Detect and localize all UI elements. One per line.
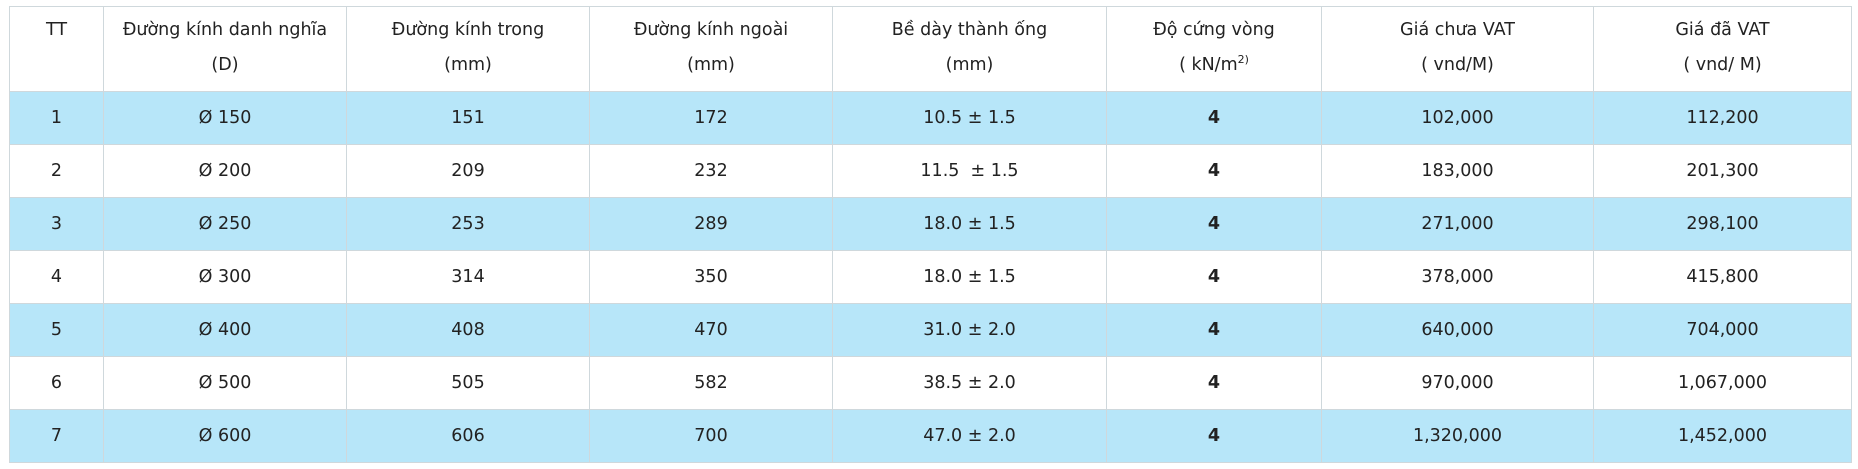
cell-tt: 4 xyxy=(9,250,104,304)
cell-ring-stiffness: 4 xyxy=(1106,409,1322,463)
cell-outer-diameter: 289 xyxy=(589,197,833,251)
header-ring-stiffness: Độ cứng vòng( kN/m2) xyxy=(1106,6,1322,92)
table-header-row: TT Đường kính danh nghĩa (D) Đường kính t… xyxy=(9,6,1852,92)
cell-nominal-diameter: Ø 200 xyxy=(103,144,347,198)
cell-wall-thickness: 38.5 ± 2.0 xyxy=(832,356,1107,410)
cell-price-incl-vat: 704,000 xyxy=(1593,303,1852,357)
cell-wall-thickness: 10.5 ± 1.5 xyxy=(832,91,1107,145)
cell-inner-diameter: 408 xyxy=(346,303,590,357)
cell-ring-stiffness: 4 xyxy=(1106,91,1322,145)
cell-tt: 1 xyxy=(9,91,104,145)
cell-ring-stiffness: 4 xyxy=(1106,356,1322,410)
table-row: 5 Ø 400 408 470 31.0 ± 2.0 4 640,000 704… xyxy=(9,303,1852,357)
cell-tt: 6 xyxy=(9,356,104,410)
table-row: 2 Ø 200 209 232 11.5 ± 1.5 4 183,000 201… xyxy=(9,144,1852,198)
pipe-spec-table-wrapper: TT Đường kính danh nghĩa (D) Đường kính t… xyxy=(9,6,1852,463)
cell-wall-thickness: 11.5 ± 1.5 xyxy=(832,144,1107,198)
cell-price-incl-vat: 415,800 xyxy=(1593,250,1852,304)
cell-nominal-diameter: Ø 500 xyxy=(103,356,347,410)
cell-inner-diameter: 151 xyxy=(346,91,590,145)
table-row: 3 Ø 250 253 289 18.0 ± 1.5 4 271,000 298… xyxy=(9,197,1852,251)
cell-price-incl-vat: 112,200 xyxy=(1593,91,1852,145)
cell-ring-stiffness: 4 xyxy=(1106,197,1322,251)
cell-nominal-diameter: Ø 250 xyxy=(103,197,347,251)
cell-price-incl-vat: 1,067,000 xyxy=(1593,356,1852,410)
cell-outer-diameter: 582 xyxy=(589,356,833,410)
header-price-incl-vat: Giá đã VAT( vnd/ M) xyxy=(1593,6,1852,92)
header-inner-diameter: Đường kính trong (mm) xyxy=(346,6,590,92)
cell-outer-diameter: 350 xyxy=(589,250,833,304)
cell-wall-thickness: 47.0 ± 2.0 xyxy=(832,409,1107,463)
cell-price-excl-vat: 102,000 xyxy=(1321,91,1594,145)
pipe-spec-table: TT Đường kính danh nghĩa (D) Đường kính t… xyxy=(9,6,1852,463)
cell-price-excl-vat: 183,000 xyxy=(1321,144,1594,198)
cell-price-incl-vat: 201,300 xyxy=(1593,144,1852,198)
table-row: 4 Ø 300 314 350 18.0 ± 1.5 4 378,000 415… xyxy=(9,250,1852,304)
cell-nominal-diameter: Ø 300 xyxy=(103,250,347,304)
cell-tt: 2 xyxy=(9,144,104,198)
cell-inner-diameter: 505 xyxy=(346,356,590,410)
header-nominal-diameter: Đường kính danh nghĩa (D) xyxy=(103,6,347,92)
table-row: 7 Ø 600 606 700 47.0 ± 2.0 4 1,320,000 1… xyxy=(9,409,1852,463)
cell-ring-stiffness: 4 xyxy=(1106,303,1322,357)
cell-price-excl-vat: 640,000 xyxy=(1321,303,1594,357)
cell-outer-diameter: 700 xyxy=(589,409,833,463)
cell-tt: 7 xyxy=(9,409,104,463)
cell-tt: 5 xyxy=(9,303,104,357)
cell-nominal-diameter: Ø 400 xyxy=(103,303,347,357)
cell-inner-diameter: 253 xyxy=(346,197,590,251)
cell-ring-stiffness: 4 xyxy=(1106,250,1322,304)
cell-inner-diameter: 606 xyxy=(346,409,590,463)
cell-price-incl-vat: 298,100 xyxy=(1593,197,1852,251)
cell-wall-thickness: 18.0 ± 1.5 xyxy=(832,197,1107,251)
cell-price-excl-vat: 1,320,000 xyxy=(1321,409,1594,463)
header-price-excl-vat: Giá chưa VAT( vnd/M) xyxy=(1321,6,1594,92)
header-wall-thickness: Bề dày thành ống (mm) xyxy=(832,6,1107,92)
cell-ring-stiffness: 4 xyxy=(1106,144,1322,198)
cell-inner-diameter: 209 xyxy=(346,144,590,198)
table-row: 6 Ø 500 505 582 38.5 ± 2.0 4 970,000 1,0… xyxy=(9,356,1852,410)
cell-outer-diameter: 232 xyxy=(589,144,833,198)
header-tt: TT xyxy=(9,6,104,92)
cell-price-excl-vat: 970,000 xyxy=(1321,356,1594,410)
cell-inner-diameter: 314 xyxy=(346,250,590,304)
cell-wall-thickness: 18.0 ± 1.5 xyxy=(832,250,1107,304)
header-outer-diameter: Đường kính ngoài (mm) xyxy=(589,6,833,92)
cell-wall-thickness: 31.0 ± 2.0 xyxy=(832,303,1107,357)
cell-outer-diameter: 172 xyxy=(589,91,833,145)
cell-nominal-diameter: Ø 150 xyxy=(103,91,347,145)
cell-outer-diameter: 470 xyxy=(589,303,833,357)
cell-tt: 3 xyxy=(9,197,104,251)
table-row: 1 Ø 150 151 172 10.5 ± 1.5 4 102,000 112… xyxy=(9,91,1852,145)
cell-price-excl-vat: 378,000 xyxy=(1321,250,1594,304)
cell-price-excl-vat: 271,000 xyxy=(1321,197,1594,251)
cell-nominal-diameter: Ø 600 xyxy=(103,409,347,463)
cell-price-incl-vat: 1,452,000 xyxy=(1593,409,1852,463)
